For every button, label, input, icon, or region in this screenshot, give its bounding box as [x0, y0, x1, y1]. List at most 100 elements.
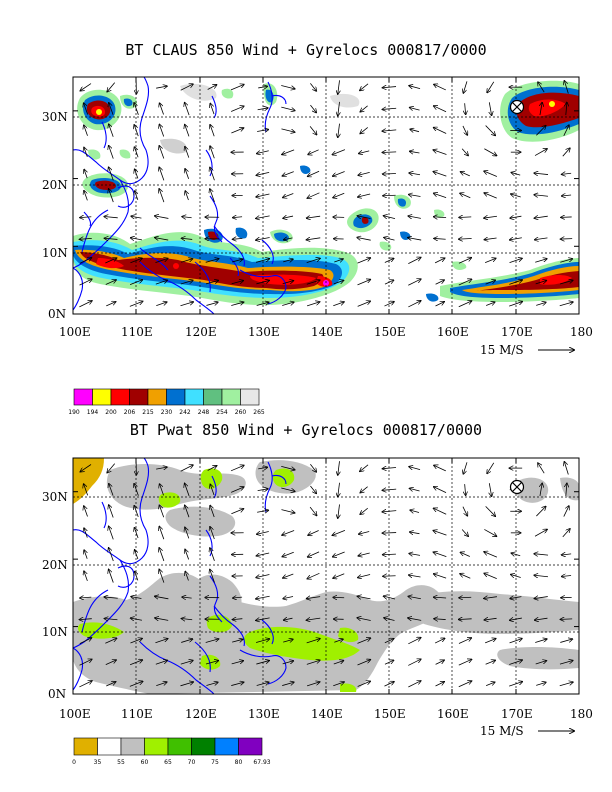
claus-wind-arrow-202 [534, 216, 548, 218]
claus-wind-arrow-60 [210, 189, 215, 203]
pwat-wind-arrow-14 [104, 619, 118, 620]
claus-wind-arrow-93 [283, 193, 294, 197]
pwat-colorbar-swatch-7 [238, 737, 263, 756]
pwat-wind-arrow-215 [562, 554, 572, 555]
claus-wind-arrow-132 [384, 302, 394, 307]
pwat-wind-arrow-84 [257, 531, 269, 534]
claus-wind-arrow-136 [384, 216, 396, 219]
claus-wind-arrow-17 [109, 167, 114, 181]
pwat-wind-arrow-62 [210, 527, 215, 540]
pwat-wind-arrow-154 [435, 682, 445, 687]
pwat-wind-arrow-186 [487, 462, 495, 474]
pwat-wind-arrow-98 [281, 466, 295, 469]
claus-wind-arrow-91 [284, 238, 293, 240]
claus-wind-arrow-110 [333, 302, 344, 307]
claus-colorbar-swatch-4 [147, 388, 167, 406]
claus-colorbar-swatch-9 [240, 388, 260, 406]
claus-wind-arrow-62 [210, 146, 215, 159]
pwat-coastlines [73, 458, 287, 694]
claus-wind-arrow-99 [306, 302, 320, 307]
claus-wind-arrow-66 [231, 302, 243, 306]
claus-wind-arrow-36 [155, 238, 169, 240]
claus-colorbar-label-10: 265 [253, 409, 265, 416]
claus-ytick-10n: 10N [42, 246, 68, 260]
claus-wind-arrow-177 [485, 280, 496, 285]
pwat-wind-arrow-86 [257, 489, 268, 491]
pwat-wind-arrow-125 [357, 596, 371, 599]
claus-wind-arrow-61 [210, 167, 215, 181]
claus-wind-arrow-83 [256, 171, 270, 175]
claus-colorbar-label-9: 260 [235, 409, 247, 416]
claus-wind-arrow-126 [358, 193, 371, 197]
pwat-wind-arrow-50 [185, 549, 190, 560]
claus-colorbar-label-0: 190 [68, 409, 80, 416]
pwat-wind-arrow-77 [256, 682, 269, 686]
claus-wind-arrow-123 [357, 258, 370, 264]
claus-wind-arrow-104 [307, 192, 320, 198]
claus-ytick-20n: 20N [42, 178, 68, 192]
claus-wind-arrow-25 [131, 238, 143, 240]
pwat-wind-arrow-8 [84, 506, 88, 517]
claus-wind-arrow-85 [257, 130, 268, 132]
claus-wind-scale-label: 15 M/S [480, 343, 524, 357]
pwat-wind-arrow-5 [84, 571, 88, 581]
claus-wind-arrow-204 [534, 173, 549, 174]
claus-colorbar-swatch-2 [110, 388, 130, 406]
claus-wind-arrow-3 [80, 238, 92, 239]
pwat-wind-arrow-70 [233, 597, 243, 598]
pwat-wind-arrow-117 [332, 529, 346, 535]
claus-wind-arrow-37 [155, 216, 169, 219]
pwat-wind-arrow-200 [535, 639, 547, 643]
claus-colorbar-label-5: 230 [161, 409, 173, 416]
claus-wind-arrow-149 [409, 173, 421, 175]
claus-wind-arrow-198 [536, 302, 546, 305]
claus-colorbar-swatch-3 [129, 388, 149, 406]
claus-wind-arrow-150 [410, 151, 420, 153]
claus-wind-arrow-190 [510, 238, 522, 240]
pwat-wind-arrow-19 [109, 505, 114, 518]
claus-wind-arrow-84 [257, 151, 269, 154]
pwat-wind-arrow-106 [308, 530, 319, 535]
pwat-wind-arrow-189 [509, 639, 522, 644]
claus-colorbar-label-4: 215 [142, 409, 154, 416]
claus-gyre-marker [509, 99, 525, 115]
pwat-wind-arrow-60 [210, 569, 215, 583]
pwat-wind-arrow-53 [185, 483, 190, 497]
claus-wind-arrow-82 [256, 193, 270, 197]
pwat-xtick-130e: 130E [248, 707, 280, 721]
claus-wind-arrow-41 [159, 124, 165, 137]
pwat-colorbar-swatch-3 [144, 737, 169, 756]
claus-wind-arrow-4 [80, 217, 92, 218]
claus-wind-arrow-116 [333, 171, 345, 176]
pwat-wind-arrow-173 [462, 506, 467, 516]
pwat-colorbar-label-1: 35 [94, 759, 102, 766]
claus-colorbar-label-2: 200 [105, 409, 117, 416]
pwat-wind-arrow-180 [484, 597, 497, 599]
claus-wind-arrow-137 [383, 195, 396, 196]
pwat-wind-arrow-208 [538, 463, 545, 474]
pwat-wind-arrow-169 [459, 597, 472, 598]
claus-wind-arrow-161 [433, 150, 447, 155]
claus-wind-arrow-34 [155, 280, 167, 285]
claus-wind-arrow-70 [233, 217, 243, 218]
pwat-wind-arrow-93 [283, 573, 294, 578]
pwat-wind-arrow-57 [205, 639, 219, 643]
claus-wind-arrow-120 [338, 80, 340, 94]
pwat-wind-arrow-7 [84, 528, 88, 538]
claus-wind-arrow-158 [434, 217, 447, 218]
pwat-wind-arrow-10 [80, 464, 92, 472]
claus-wind-arrow-100 [306, 280, 320, 285]
claus-wind-arrow-200 [535, 259, 547, 263]
claus-wind-arrow-167 [458, 258, 471, 264]
claus-xtick-110e: 110E [121, 325, 153, 339]
claus-wind-arrow-216 [562, 148, 570, 157]
claus-wind-arrow-127 [358, 172, 370, 175]
pwat-wind-arrow-92 [283, 596, 294, 598]
claus-wind-arrow-76 [230, 84, 244, 91]
claus-wind-arrow-184 [485, 125, 496, 136]
pwat-wind-arrow-26 [131, 597, 142, 599]
claus-wind-arrow-15 [104, 217, 118, 218]
pwat-wind-arrow-97 [281, 487, 295, 491]
pwat-wind-arrow-209 [559, 682, 573, 687]
pwat-wind-arrow-56 [205, 661, 218, 665]
